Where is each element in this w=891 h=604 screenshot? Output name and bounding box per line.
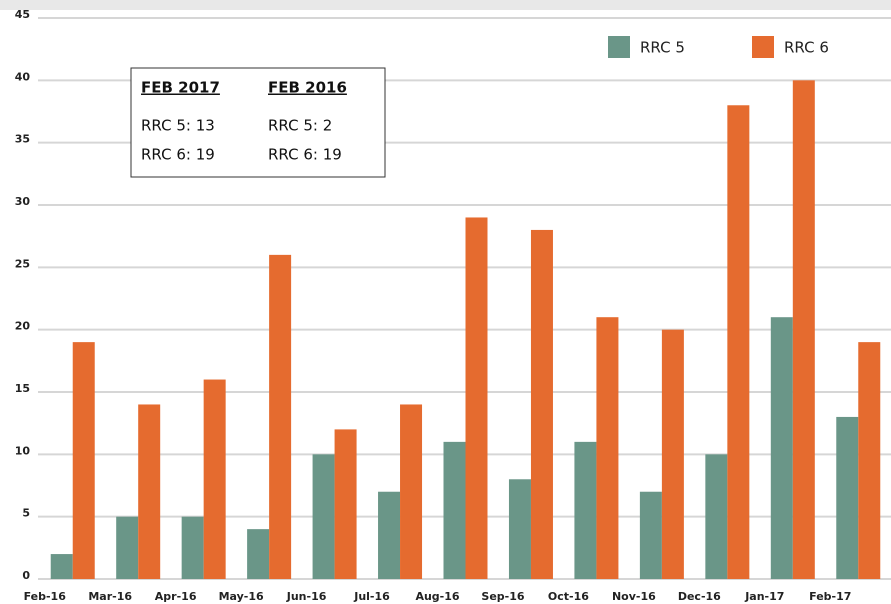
- bar: [181, 516, 204, 579]
- annotation-text: RRC 6: 19: [268, 146, 342, 164]
- legend-label: RRC 6: [784, 39, 829, 57]
- annotation-text: RRC 6: 19: [141, 146, 215, 164]
- x-tick-label: Mar-16: [88, 590, 132, 603]
- bar: [400, 404, 423, 579]
- bar: [334, 429, 357, 579]
- y-tick-label: 20: [15, 320, 31, 333]
- x-tick-label: Jan-17: [744, 590, 784, 603]
- bar: [639, 491, 662, 579]
- legend-swatch: [752, 36, 774, 58]
- bar: [836, 416, 859, 579]
- bar: [269, 254, 292, 579]
- y-tick-label: 25: [15, 257, 30, 270]
- bar: [203, 379, 226, 579]
- bar: [661, 329, 684, 579]
- x-tick-label: Dec-16: [678, 590, 721, 603]
- y-tick-label: 45: [15, 8, 30, 21]
- bar: [378, 491, 401, 579]
- x-tick-label: May-16: [219, 590, 264, 603]
- bar: [138, 404, 161, 579]
- bar: [792, 80, 815, 579]
- bar: [574, 441, 597, 579]
- bar: [596, 317, 619, 579]
- bar: [705, 454, 728, 579]
- annotation-text: RRC 5: 2: [268, 117, 332, 135]
- annotation-text: RRC 5: 13: [141, 117, 215, 135]
- y-tick-label: 35: [15, 133, 30, 146]
- bar: [247, 529, 270, 579]
- top-strip: [0, 0, 891, 10]
- legend-label: RRC 5: [640, 39, 685, 57]
- x-tick-label: Feb-16: [24, 590, 67, 603]
- bar: [727, 105, 750, 580]
- annotation-box: FEB 2017 FEB 2016 RRC 5: 13 RRC 5: 2 RRC…: [130, 67, 386, 178]
- x-tick-label: Aug-16: [415, 590, 459, 603]
- bar: [508, 479, 531, 579]
- legend-swatch: [608, 36, 630, 58]
- bar: [116, 516, 139, 579]
- x-tick-label: Jul-16: [353, 590, 390, 603]
- bar: [443, 441, 466, 579]
- bar: [465, 217, 488, 579]
- x-tick-label: Apr-16: [155, 590, 197, 603]
- bar: [530, 229, 553, 579]
- y-tick-label: 10: [15, 444, 31, 457]
- bar: [312, 454, 335, 579]
- y-tick-label: 15: [15, 382, 30, 395]
- x-tick-label: Sep-16: [481, 590, 524, 603]
- y-tick-label: 0: [22, 569, 30, 582]
- x-tick-label: Nov-16: [612, 590, 656, 603]
- y-tick-label: 5: [22, 507, 30, 520]
- bar: [858, 342, 881, 579]
- annotation-frame: [130, 67, 386, 178]
- x-tick-label: Jun-16: [286, 590, 327, 603]
- annotation-header: FEB 2016: [268, 79, 347, 97]
- annotation-header: FEB 2017: [141, 79, 220, 97]
- y-tick-label: 30: [15, 195, 31, 208]
- x-tick-label: Feb-17: [809, 590, 851, 603]
- x-tick-label: Oct-16: [548, 590, 589, 603]
- bar: [72, 342, 95, 579]
- y-tick-label: 40: [15, 70, 31, 83]
- bar: [50, 554, 73, 579]
- bar: [770, 317, 793, 579]
